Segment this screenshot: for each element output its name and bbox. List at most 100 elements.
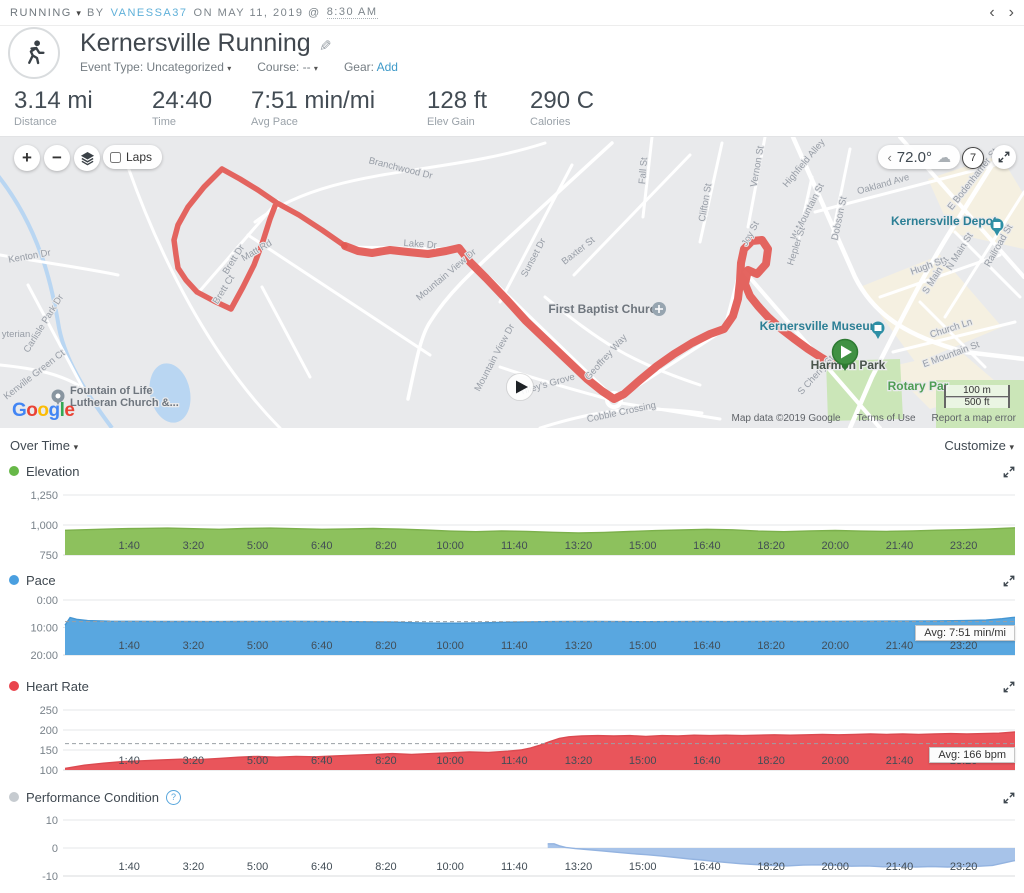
map-attribution: Map data ©2019 Google Terms of Use Repor… — [731, 413, 1016, 424]
performance-condition-chart[interactable]: 10 0 -10 1:40 3:20 5:00 6:40 8:20 10:00 11:40 13:2… — [0, 806, 1024, 893]
stat-label: Calories — [530, 116, 571, 129]
svg-text:Branchwood Dr: Branchwood Dr — [368, 155, 434, 182]
laps-toggle[interactable]: Laps — [103, 145, 163, 169]
church-poi-icon — [652, 302, 666, 316]
svg-text:Lake Dr: Lake Dr — [403, 238, 437, 251]
route-map[interactable]: Branchwood Dr Sunset Dr Mountain View Dr Mo… — [0, 136, 1024, 428]
svg-text:Geoffrey Way: Geoffrey Way — [583, 332, 630, 382]
by-label: BY — [86, 6, 105, 19]
gear-field: Gear: Add — [344, 60, 398, 74]
expand-heart-rate-chart-button[interactable] — [1003, 681, 1015, 693]
svg-text:16:40: 16:40 — [693, 861, 721, 873]
event-type-dropdown[interactable]: Event Type: Uncategorized ▾ — [80, 60, 231, 74]
svg-text:18:20: 18:20 — [757, 861, 785, 873]
stat-value: 290 C — [530, 87, 595, 114]
customize-label: Customize — [944, 437, 1006, 453]
gear-add-link[interactable]: Add — [376, 60, 398, 74]
user-link[interactable]: VANESSA37 — [110, 6, 188, 19]
help-icon[interactable]: ? — [165, 789, 181, 805]
svg-text:21:40: 21:40 — [886, 861, 914, 873]
stat-value: 128 ft — [427, 87, 488, 114]
google-logo-letter: e — [64, 400, 75, 421]
wind-indicator[interactable]: 7 — [962, 147, 984, 169]
performance-condition-legend-dot — [9, 792, 19, 802]
map-poi-pins — [51, 218, 1004, 405]
svg-text:11:40: 11:40 — [501, 755, 528, 767]
svg-text:5:00: 5:00 — [247, 755, 268, 767]
summary-stats: 3.14 mi Distance 24:40 Time 7:51 min/mi … — [0, 87, 1024, 130]
heart-rate-chart[interactable]: 250 200 150 100 1:40 3:20 5:00 6:40 8:20 10:00 11:… — [0, 695, 1024, 788]
stat-label: Elev Gain — [427, 116, 475, 129]
terms-link[interactable]: Terms of Use — [856, 413, 916, 424]
map-play-button[interactable] — [506, 373, 534, 401]
laps-checkbox[interactable] — [110, 151, 121, 163]
chart-title: Elevation — [26, 463, 80, 479]
stat-distance: 3.14 mi Distance — [14, 87, 152, 130]
museum-pin-icon — [871, 321, 885, 339]
expand-pace-chart-button[interactable] — [1003, 575, 1015, 587]
over-time-dropdown[interactable]: Over Time ▾ — [10, 438, 78, 453]
customize-dropdown[interactable]: Customize ▾ — [944, 438, 1014, 453]
route-end-marker — [831, 338, 859, 371]
scale-imperial: 500 ft — [944, 397, 1010, 408]
map-scale: 100 m 500 ft — [944, 385, 1010, 408]
gear-label: Gear: — [343, 60, 374, 74]
weather-widget[interactable]: ‹ 72.0° ☁ — [878, 145, 960, 169]
svg-text:100: 100 — [40, 765, 58, 777]
svg-text:1,000: 1,000 — [30, 520, 58, 532]
svg-text:Rotary Par: Rotary Par — [888, 379, 949, 393]
map-fullscreen-button[interactable] — [992, 145, 1016, 169]
elevation-chart[interactable]: 1,250 1,000 750 1:40 3:20 5:00 6:40 8:20 10:00 11… — [0, 480, 1024, 571]
svg-text:11:40: 11:40 — [501, 861, 528, 873]
pace-chart[interactable]: 0:00 10:00 20:00 1:40 3:20 5:00 6:40 8:20 10:00 1… — [0, 589, 1024, 677]
svg-text:1:40: 1:40 — [118, 540, 139, 552]
svg-text:3:20: 3:20 — [183, 540, 204, 552]
chart-title: Pace — [26, 572, 56, 588]
svg-text:15:00: 15:00 — [629, 755, 657, 767]
svg-text:10:00: 10:00 — [30, 623, 58, 635]
svg-text:21:40: 21:40 — [886, 755, 914, 767]
svg-text:6:40: 6:40 — [311, 755, 332, 767]
course-dropdown[interactable]: Course: -- ▾ — [257, 60, 318, 74]
fountain-pin-icon — [51, 389, 65, 405]
avg-badge: Avg: 7:51 min/mi — [915, 624, 1015, 641]
layers-icon — [80, 151, 94, 165]
zoom-out-button[interactable]: − — [44, 145, 70, 171]
svg-text:8:20: 8:20 — [375, 540, 396, 552]
svg-text:23:20: 23:20 — [950, 540, 978, 552]
zoom-in-button[interactable]: + — [14, 145, 40, 171]
event-type-label: Event Type: Uncategorized — [80, 60, 224, 74]
google-logo-letter: G — [12, 400, 27, 421]
expand-icon — [1003, 792, 1015, 804]
next-activity-button[interactable]: › — [1008, 3, 1014, 21]
route-polyline — [171, 166, 847, 403]
edit-title-icon[interactable]: ✎ — [318, 38, 332, 55]
expand-performance-condition-chart-button[interactable] — [1003, 792, 1015, 804]
svg-text:13:20: 13:20 — [565, 755, 593, 767]
chevron-left-icon: ‹ — [887, 149, 892, 165]
topbar: RUNNING ▾ BY VANESSA37 ON MAY 11, 2019 @… — [0, 0, 1024, 26]
svg-text:15:00: 15:00 — [629, 861, 657, 873]
svg-text:Kernersville Depot: Kernersville Depot — [891, 214, 997, 228]
expand-elevation-chart-button[interactable] — [1003, 466, 1015, 478]
svg-text:11:40: 11:40 — [501, 540, 528, 552]
svg-text:8:20: 8:20 — [375, 755, 396, 767]
svg-text:Vernon St: Vernon St — [748, 145, 766, 188]
svg-text:10:00: 10:00 — [436, 640, 464, 652]
svg-text:Fall St: Fall St — [637, 157, 650, 185]
stat-avg-pace: 7:51 min/mi Avg Pace — [251, 87, 427, 130]
report-error-link[interactable]: Report a map error — [931, 413, 1016, 424]
map-layers-button[interactable] — [74, 145, 100, 171]
svg-text:1:40: 1:40 — [118, 861, 139, 873]
svg-text:5:00: 5:00 — [247, 640, 268, 652]
svg-text:20:00: 20:00 — [822, 861, 850, 873]
activity-type-dropdown[interactable]: RUNNING ▾ — [10, 7, 81, 19]
svg-text:10:00: 10:00 — [436, 861, 464, 873]
svg-text:First Baptist Church: First Baptist Church — [548, 302, 663, 316]
svg-text:Hepler St: Hepler St — [785, 225, 808, 266]
activity-start-time[interactable]: 8:30 AM — [326, 6, 378, 19]
google-logo-letter: o — [37, 400, 49, 421]
prev-activity-button[interactable]: ‹ — [989, 3, 995, 21]
google-logo-letter: o — [26, 400, 38, 421]
map-data-text: Map data ©2019 Google — [731, 413, 841, 424]
